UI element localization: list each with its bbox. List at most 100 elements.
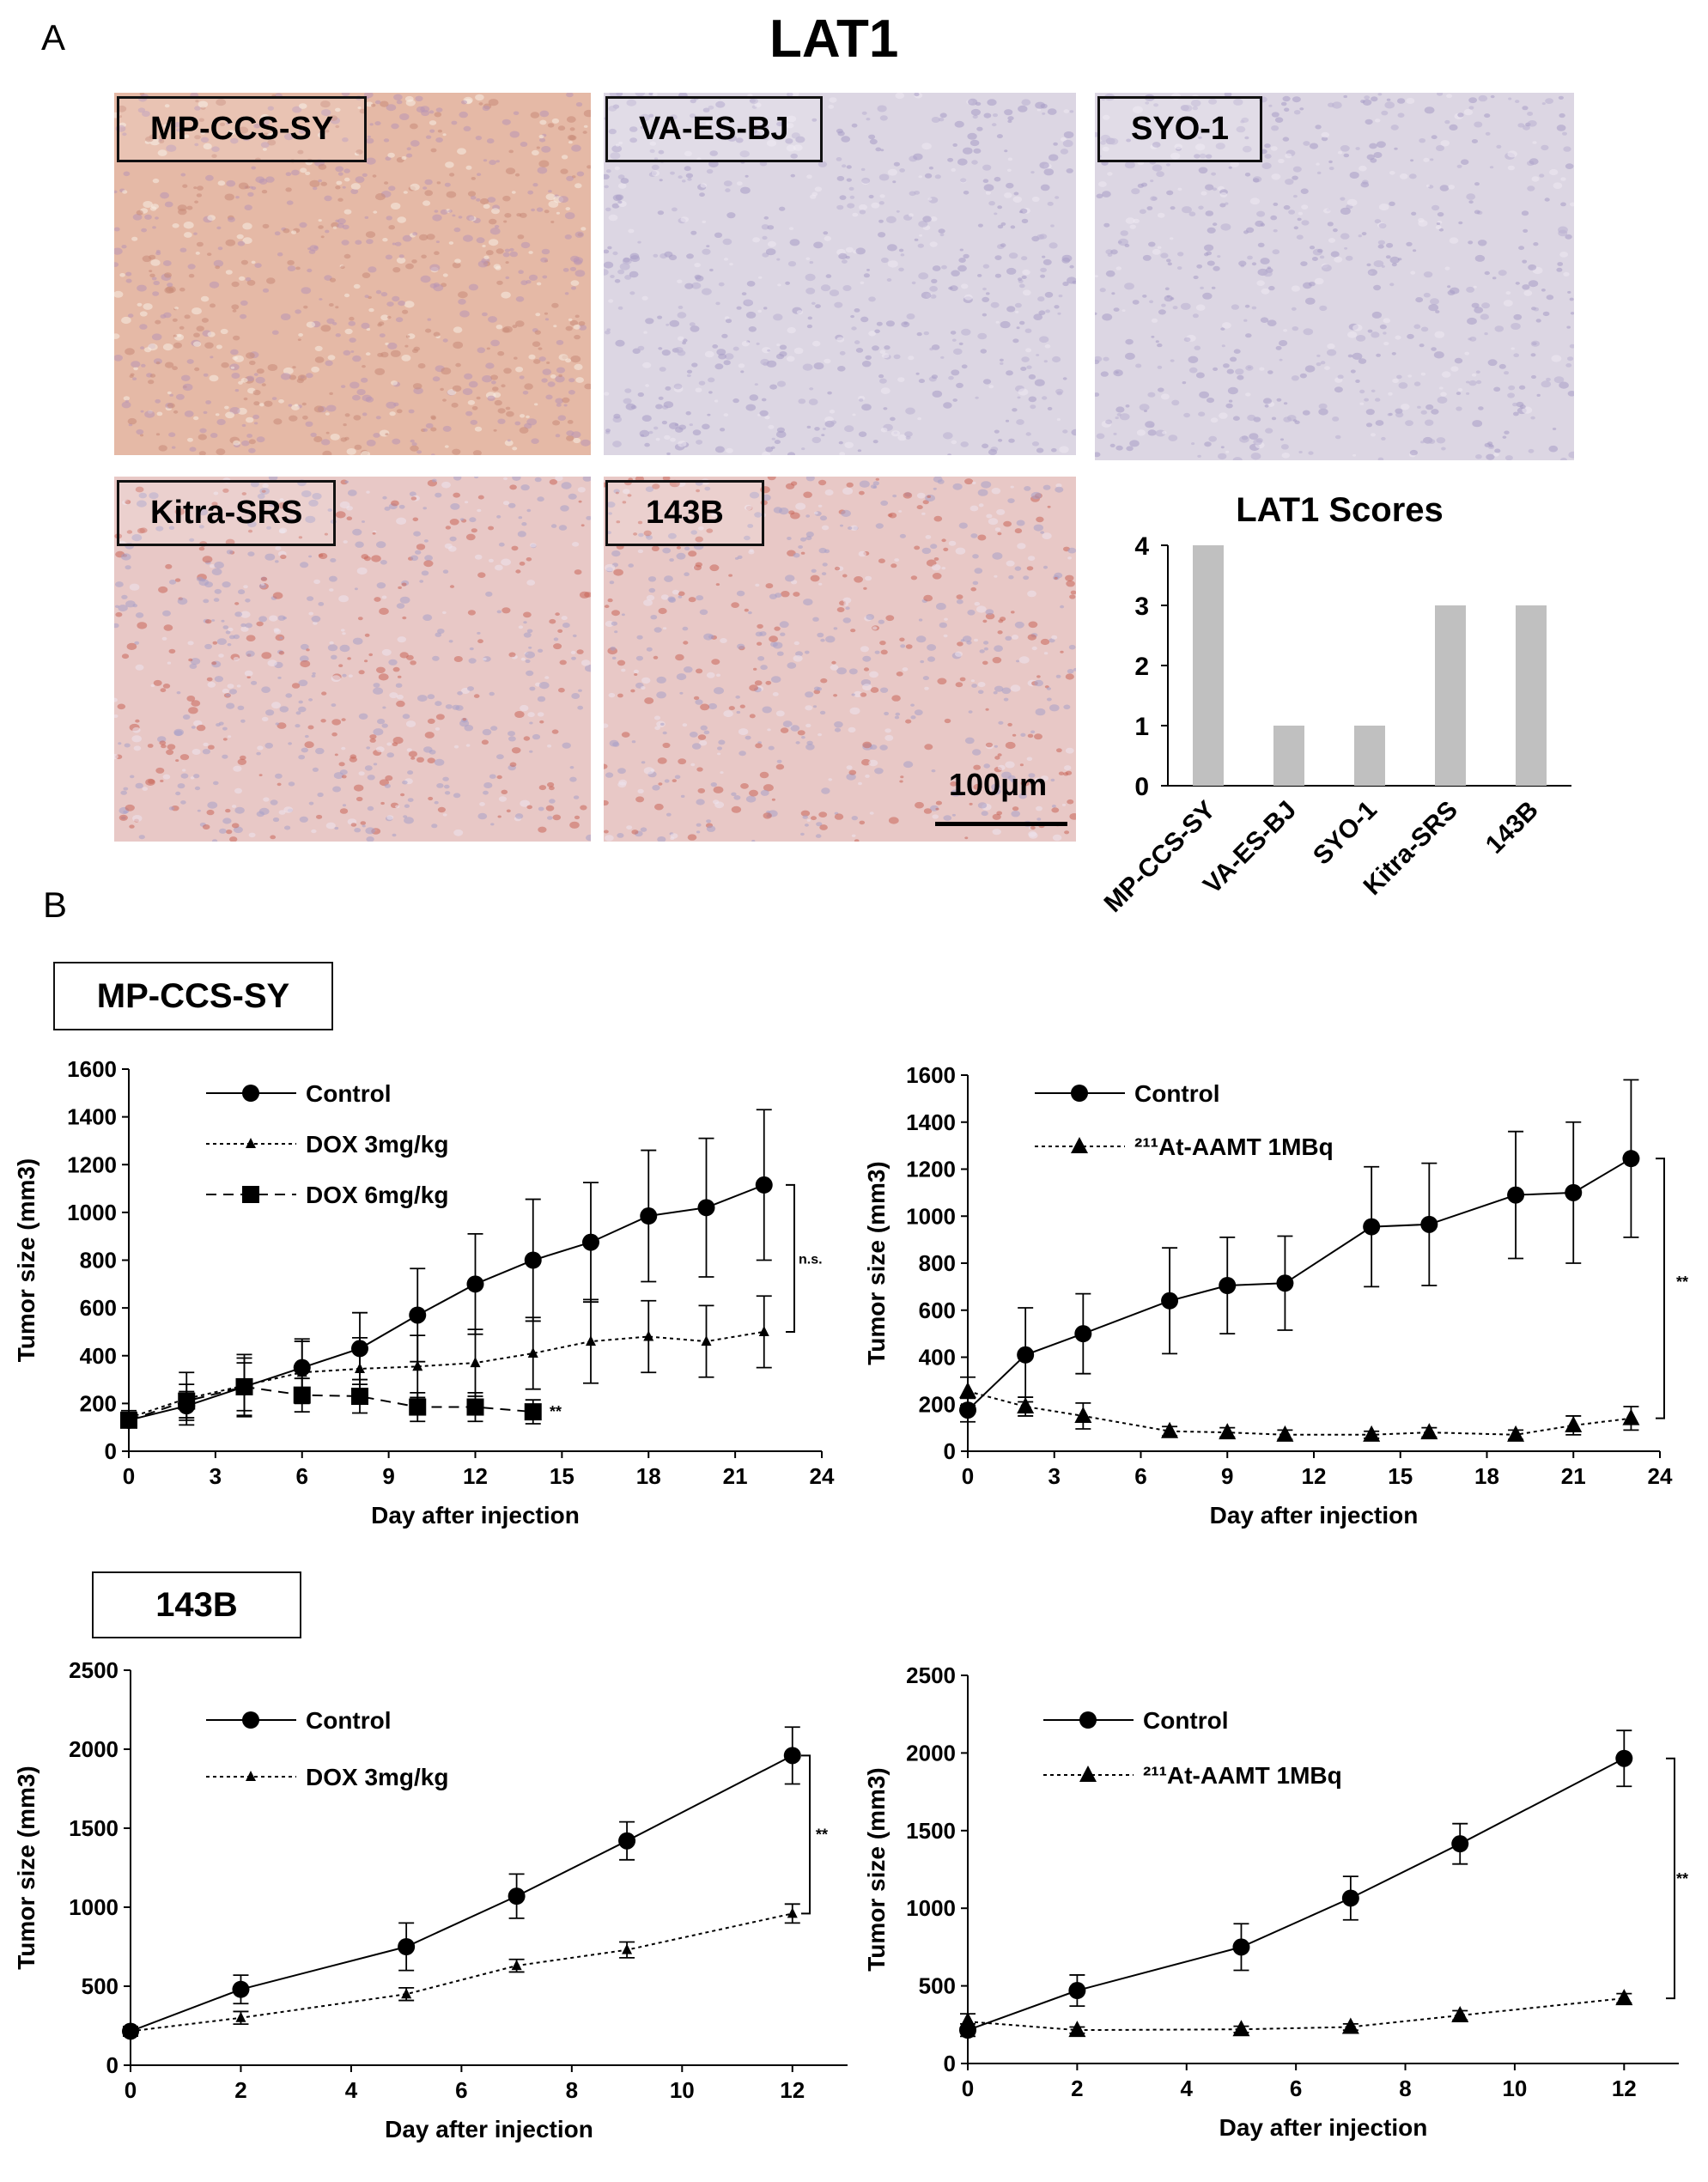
cell-nucleus [957, 264, 967, 272]
cell-nucleus [256, 811, 264, 817]
cell-nucleus [567, 420, 574, 424]
cell-nucleus [685, 173, 694, 179]
cell-nucleus [875, 523, 884, 529]
cell-nucleus [885, 320, 895, 327]
cell-nucleus [1413, 249, 1417, 252]
y-tick-label: 3 [1134, 593, 1149, 621]
cell-nucleus [241, 492, 246, 495]
cell-nucleus [517, 234, 525, 240]
cell-nucleus [611, 550, 621, 557]
cell-nucleus [1405, 420, 1413, 427]
cell-nucleus [409, 491, 416, 496]
cell-nucleus [246, 676, 251, 679]
cell-nucleus [636, 635, 643, 640]
cell-nucleus [1043, 360, 1048, 363]
cell-nucleus [1062, 139, 1073, 148]
cell-nucleus [935, 800, 942, 805]
cell-nucleus [329, 641, 334, 645]
cell-nucleus [968, 98, 978, 106]
cell-nucleus [626, 99, 637, 106]
cell-nucleus [684, 166, 691, 172]
cell-nucleus [495, 265, 501, 270]
cell-nucleus [1007, 157, 1013, 161]
cell-nucleus [217, 246, 223, 251]
cell-nucleus [661, 349, 671, 356]
cell-nucleus [1346, 198, 1358, 206]
cell-nucleus [153, 358, 162, 365]
cell-nucleus [956, 382, 963, 388]
cell-nucleus [1293, 110, 1301, 115]
cell-nucleus [651, 545, 659, 551]
cell-nucleus [669, 422, 679, 429]
bar [1435, 605, 1466, 786]
cell-nucleus [1263, 270, 1273, 277]
legend-label: Control [306, 1707, 392, 1734]
cell-nucleus [311, 366, 319, 373]
cell-nucleus [537, 712, 544, 717]
cell-nucleus [805, 650, 810, 654]
cell-nucleus [629, 126, 638, 132]
cell-nucleus [1358, 358, 1367, 364]
cell-nucleus [459, 111, 468, 119]
cell-nucleus [699, 609, 708, 616]
cell-nucleus [1217, 255, 1221, 258]
cell-nucleus [858, 781, 862, 786]
cell-nucleus [1478, 406, 1484, 410]
cell-nucleus [362, 394, 372, 402]
cell-nucleus [916, 331, 922, 337]
cell-nucleus [246, 434, 252, 438]
cell-nucleus [964, 478, 974, 485]
cell-nucleus [1280, 444, 1289, 450]
cell-nucleus [395, 317, 404, 323]
cell-nucleus [1195, 372, 1205, 379]
cell-nucleus [918, 221, 928, 228]
cell-nucleus [266, 132, 276, 139]
cell-nucleus [148, 343, 158, 351]
cell-nucleus [1000, 362, 1004, 365]
cell-nucleus [222, 625, 229, 629]
cell-nucleus [1011, 635, 1019, 640]
cell-nucleus [1000, 243, 1006, 247]
cell-nucleus [256, 368, 264, 374]
cell-nucleus [797, 730, 805, 736]
cell-nucleus [386, 216, 392, 221]
cell-nucleus [1468, 337, 1472, 341]
cell-nucleus [1006, 370, 1013, 376]
cell-nucleus [279, 636, 283, 640]
cell-nucleus [813, 362, 824, 370]
cell-nucleus [842, 164, 847, 168]
cell-nucleus [787, 115, 797, 123]
cell-nucleus [320, 325, 331, 332]
cell-nucleus [982, 264, 990, 269]
cell-nucleus [836, 667, 847, 675]
cell-nucleus [309, 179, 320, 188]
cell-nucleus [983, 647, 988, 651]
cell-nucleus [135, 664, 144, 671]
cell-nucleus [391, 380, 398, 386]
cell-nucleus [1035, 101, 1045, 109]
cell-nucleus [179, 754, 190, 761]
cell-nucleus [295, 309, 301, 314]
cell-nucleus [1371, 389, 1376, 392]
cell-nucleus [1005, 741, 1016, 750]
cell-nucleus [283, 133, 294, 141]
cell-nucleus [228, 130, 236, 136]
cell-nucleus [1042, 396, 1048, 400]
cell-nucleus [977, 223, 983, 228]
cell-nucleus [1205, 154, 1213, 159]
cell-nucleus [670, 171, 675, 175]
cell-nucleus [194, 200, 198, 204]
cell-nucleus [329, 277, 337, 283]
cell-nucleus [225, 808, 231, 813]
cell-nucleus [829, 410, 836, 414]
cell-nucleus [1436, 222, 1441, 225]
cell-nucleus [217, 180, 226, 186]
cell-nucleus [831, 660, 836, 665]
cell-nucleus [342, 673, 347, 678]
cell-nucleus [340, 629, 345, 632]
cell-nucleus [261, 190, 268, 194]
cell-nucleus [723, 710, 733, 718]
cell-nucleus [1046, 687, 1051, 690]
cell-nucleus [489, 691, 495, 696]
cell-nucleus [496, 775, 502, 780]
